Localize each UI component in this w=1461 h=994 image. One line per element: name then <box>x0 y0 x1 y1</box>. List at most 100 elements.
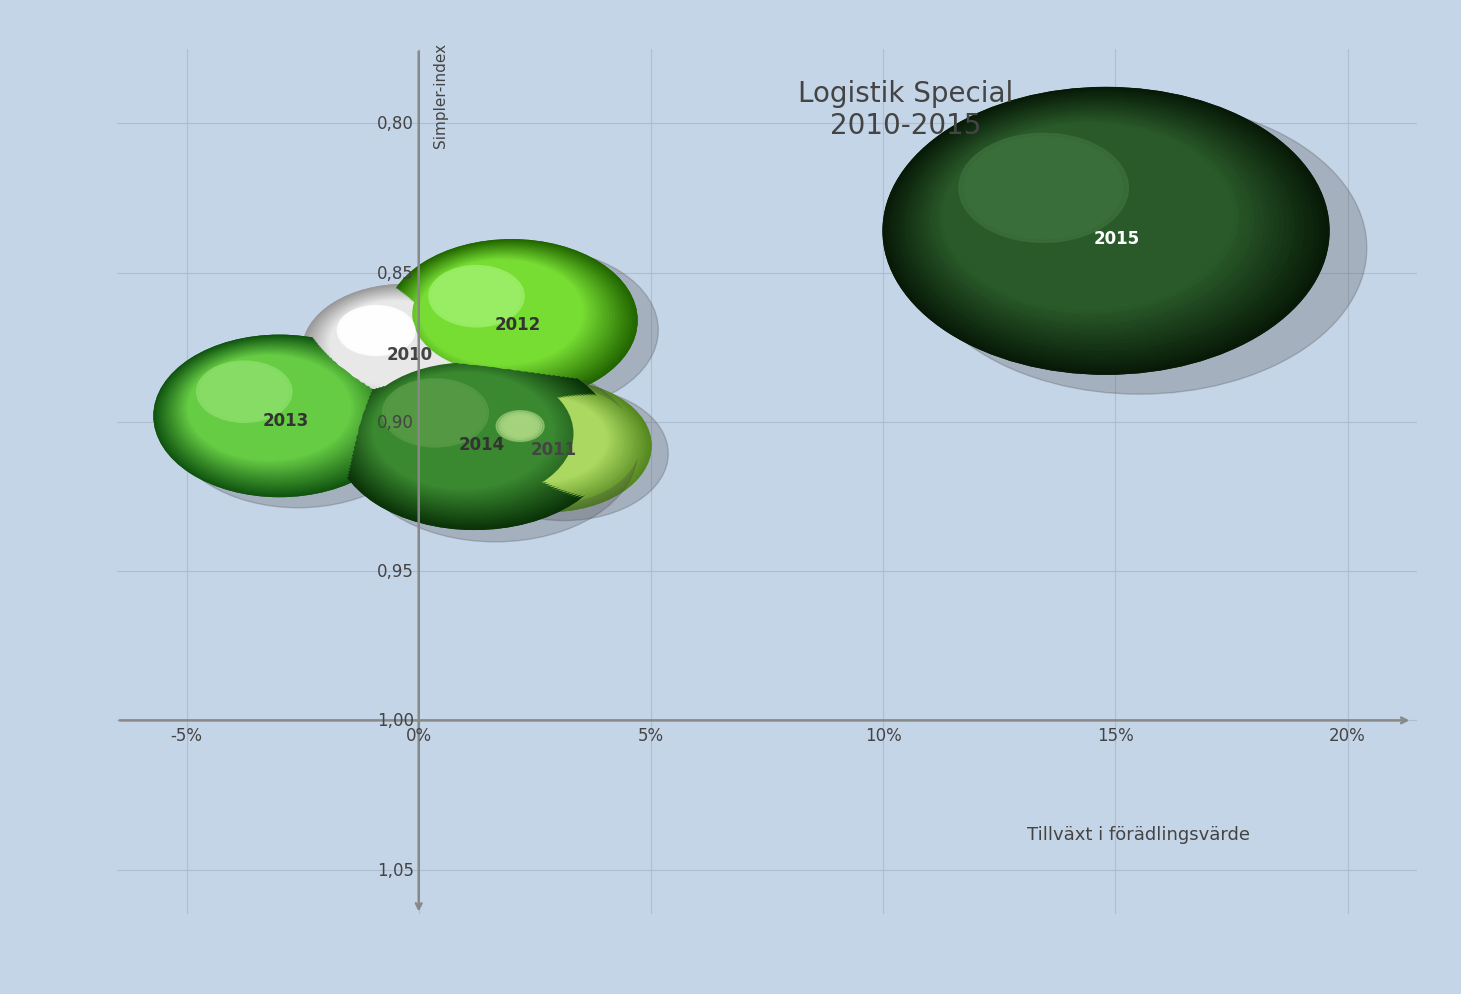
Circle shape <box>337 352 611 528</box>
Circle shape <box>413 256 595 373</box>
Circle shape <box>318 295 482 400</box>
Circle shape <box>302 285 507 416</box>
Circle shape <box>177 350 368 472</box>
Circle shape <box>394 246 622 392</box>
Circle shape <box>167 343 384 484</box>
Circle shape <box>1012 169 1074 209</box>
Circle shape <box>339 353 608 526</box>
Circle shape <box>368 371 560 494</box>
Circle shape <box>450 280 503 314</box>
Circle shape <box>944 124 1233 310</box>
Circle shape <box>355 363 583 509</box>
Circle shape <box>937 120 1243 317</box>
Circle shape <box>342 309 411 353</box>
Circle shape <box>386 241 637 402</box>
Circle shape <box>893 94 1313 365</box>
Circle shape <box>470 395 614 487</box>
Circle shape <box>186 355 354 462</box>
Circle shape <box>392 244 628 396</box>
Circle shape <box>432 268 522 326</box>
Circle shape <box>487 405 554 448</box>
Circle shape <box>302 285 507 416</box>
Circle shape <box>389 242 634 400</box>
Circle shape <box>359 320 393 342</box>
Circle shape <box>450 383 646 509</box>
Text: 1,00: 1,00 <box>377 712 413 730</box>
Circle shape <box>403 248 659 413</box>
Text: Simpler-index: Simpler-index <box>432 43 447 148</box>
Circle shape <box>409 254 600 377</box>
Text: Tillväxt i förädlingsvärde: Tillväxt i förädlingsvärde <box>1027 825 1251 843</box>
Circle shape <box>168 345 383 482</box>
Circle shape <box>991 155 1096 223</box>
Circle shape <box>925 113 1264 331</box>
Circle shape <box>169 346 380 480</box>
Circle shape <box>159 339 396 491</box>
Circle shape <box>405 251 609 383</box>
Circle shape <box>409 397 462 430</box>
Circle shape <box>408 253 603 379</box>
Circle shape <box>345 357 598 519</box>
Circle shape <box>215 374 273 412</box>
Circle shape <box>393 245 625 394</box>
Circle shape <box>418 259 586 367</box>
Circle shape <box>909 103 1289 348</box>
Circle shape <box>456 284 497 310</box>
Circle shape <box>323 297 475 395</box>
Circle shape <box>899 97 1303 358</box>
Circle shape <box>399 391 472 436</box>
Circle shape <box>882 88 1330 375</box>
Circle shape <box>473 397 609 484</box>
Circle shape <box>465 391 624 493</box>
Circle shape <box>406 252 606 381</box>
Text: Logistik Special
2010-2015: Logistik Special 2010-2015 <box>798 80 1014 140</box>
Circle shape <box>311 290 494 408</box>
Circle shape <box>498 413 542 440</box>
Circle shape <box>224 380 264 406</box>
Circle shape <box>444 276 508 318</box>
Circle shape <box>330 302 463 387</box>
Circle shape <box>918 109 1274 337</box>
Text: 2014: 2014 <box>459 435 504 454</box>
Circle shape <box>359 365 576 504</box>
Circle shape <box>174 348 374 476</box>
Text: 2013: 2013 <box>263 412 308 429</box>
Circle shape <box>411 255 598 375</box>
Circle shape <box>226 382 262 404</box>
Circle shape <box>421 260 583 366</box>
Circle shape <box>435 270 519 324</box>
Text: 20%: 20% <box>1330 727 1366 745</box>
Circle shape <box>447 278 506 316</box>
Circle shape <box>313 291 491 406</box>
Circle shape <box>304 286 504 414</box>
Circle shape <box>912 102 1367 395</box>
Circle shape <box>928 115 1258 327</box>
Circle shape <box>459 286 494 308</box>
Circle shape <box>399 248 617 389</box>
Circle shape <box>337 306 415 356</box>
Circle shape <box>462 390 628 496</box>
Circle shape <box>171 344 427 508</box>
Circle shape <box>915 107 1278 341</box>
Circle shape <box>447 381 652 512</box>
Circle shape <box>441 274 511 320</box>
Circle shape <box>970 141 1118 237</box>
Circle shape <box>506 417 535 435</box>
Circle shape <box>329 301 466 389</box>
Circle shape <box>406 395 465 432</box>
Circle shape <box>1008 165 1080 212</box>
Circle shape <box>460 388 668 521</box>
Circle shape <box>172 347 377 478</box>
Circle shape <box>390 243 631 398</box>
Text: 2012: 2012 <box>495 316 541 334</box>
Circle shape <box>451 384 644 507</box>
Circle shape <box>348 358 595 517</box>
Circle shape <box>180 351 365 470</box>
Circle shape <box>335 351 614 530</box>
Circle shape <box>386 241 637 402</box>
Circle shape <box>371 372 557 492</box>
Text: 15%: 15% <box>1097 727 1134 745</box>
Circle shape <box>316 293 487 403</box>
Circle shape <box>307 288 500 412</box>
Circle shape <box>373 373 554 489</box>
